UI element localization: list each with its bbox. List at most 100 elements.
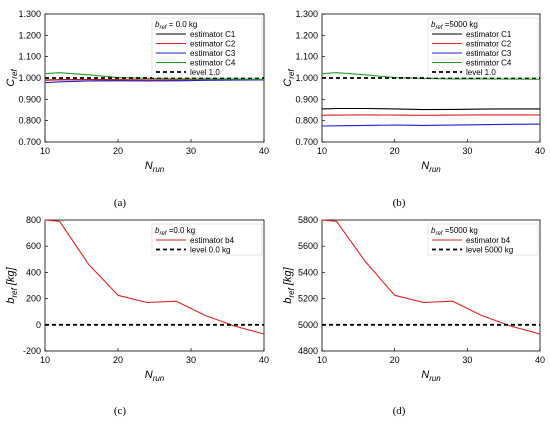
y-tick-label: 0 <box>36 320 41 330</box>
y-tick-label: 0.800 <box>18 116 41 126</box>
y-axis-label-sub: ref <box>10 69 19 79</box>
legend-entry: level 1.0 <box>466 68 496 77</box>
y-tick-label: 0.800 <box>295 116 318 126</box>
y-axis-label-sub: ref <box>287 287 296 297</box>
legend-title-main: b <box>431 226 436 235</box>
x-axis-label: Nrun <box>421 369 441 383</box>
legend-entry: estimator C1 <box>190 30 236 39</box>
x-tick-label: 20 <box>390 146 400 156</box>
x-tick-label: 30 <box>462 355 472 365</box>
legend-title-value: =0.0 kg <box>166 226 195 235</box>
y-tick-label: 0.700 <box>295 137 318 147</box>
y-tick-label: 1.100 <box>18 52 41 62</box>
panel-caption: (a) <box>114 197 127 209</box>
legend-entry: level 1.0 <box>190 68 220 77</box>
x-axis-label: Nrun <box>421 160 441 174</box>
x-axis-label-sub: run <box>429 374 441 383</box>
x-tick-label: 30 <box>186 146 196 156</box>
y-tick-label: -200 <box>23 346 41 356</box>
legend-entry: estimator C2 <box>466 40 512 49</box>
y-tick-label: 1.300 <box>18 9 41 19</box>
series-line-estimator-c3 <box>44 79 265 84</box>
x-axis-label-main: N <box>421 369 429 381</box>
y-axis-label-unit: [kg] <box>5 266 17 288</box>
y-tick-label: 600 <box>26 241 41 251</box>
legend-entry: estimator C3 <box>466 49 512 58</box>
legend-title-value: = 0.0 kg <box>166 20 197 29</box>
legend-title-sub: ref <box>435 25 443 31</box>
y-tick-label: 5600 <box>298 241 318 251</box>
x-tick-label: 10 <box>40 355 50 365</box>
y-axis-label-main: b <box>5 298 17 304</box>
y-axis-label: Cref <box>282 69 296 87</box>
y-tick-label: 1.000 <box>18 73 41 83</box>
legend-title-sub: ref <box>435 231 443 237</box>
y-tick-label: 200 <box>26 294 41 304</box>
series-line-estimator-b4 <box>321 219 541 335</box>
legend-box <box>427 17 539 78</box>
y-axis-label-main: C <box>5 79 17 87</box>
x-axis-label: Nrun <box>145 369 165 383</box>
x-tick-label: 20 <box>390 355 400 365</box>
y-tick-label: 400 <box>26 267 41 277</box>
plot-frame <box>321 219 541 352</box>
legend-title-main: b <box>155 226 160 235</box>
y-tick-label: 800 <box>26 215 41 225</box>
legend-entry: level 5000 kg <box>466 246 513 255</box>
legend-entry: estimator C3 <box>190 49 236 58</box>
y-axis-label-unit: [kg] <box>282 266 294 288</box>
y-tick-label: 5000 <box>298 320 318 330</box>
x-tick-label: 40 <box>259 146 269 156</box>
y-axis-label-main: C <box>282 79 294 87</box>
legend-title-main: b <box>155 20 160 29</box>
y-axis-label-sub: ref <box>287 69 296 79</box>
plot-frame <box>44 219 265 352</box>
y-axis-label: bref [kg] <box>282 266 296 303</box>
x-axis-label-main: N <box>145 160 153 172</box>
panel-caption: (c) <box>114 405 127 417</box>
x-tick-label: 30 <box>186 355 196 365</box>
series-line-estimator-c3 <box>321 123 541 127</box>
legend-title: bref =0.0 kg <box>155 226 195 237</box>
x-tick-label: 40 <box>535 355 545 365</box>
y-tick-label: 1.200 <box>18 30 41 40</box>
y-axis-label: bref [kg] <box>5 266 19 303</box>
y-tick-label: 1.300 <box>295 9 318 19</box>
y-tick-label: 5200 <box>298 294 318 304</box>
x-tick-label: 10 <box>40 146 50 156</box>
legend-entry: estimator b4 <box>190 236 235 245</box>
legend-title-sub: ref <box>159 25 167 31</box>
series-line-estimator-c4 <box>44 72 265 80</box>
legend-box <box>151 17 263 78</box>
y-tick-label: 1.200 <box>295 30 318 40</box>
y-tick-label: 0.900 <box>18 94 41 104</box>
legend-title: bref = 0.0 kg <box>155 20 197 31</box>
y-tick-label: 0.900 <box>295 94 318 104</box>
y-tick-label: 4800 <box>298 346 318 356</box>
x-axis-label-main: N <box>145 369 153 381</box>
series-line-estimator-b4 <box>44 219 265 335</box>
legend-title-sub: ref <box>159 231 167 237</box>
x-axis-label-sub: run <box>429 165 441 174</box>
x-tick-label: 10 <box>317 146 327 156</box>
x-axis-label-sub: run <box>153 374 165 383</box>
legend-entry: estimator b4 <box>466 236 511 245</box>
legend-title-value: =5000 kg <box>442 20 477 29</box>
panel-caption: (b) <box>393 197 406 209</box>
y-tick-label: 1.100 <box>295 52 318 62</box>
legend-title-value: =5000 kg <box>442 226 477 235</box>
y-tick-label: 0.700 <box>18 137 41 147</box>
chart-panel-b: 0.700 0.800 0.900 1.000 1.100 1.200 1.300 10 20 3… <box>282 9 545 209</box>
y-tick-label: 5800 <box>298 215 318 225</box>
series-line-estimator-c1 <box>321 107 540 111</box>
legend-title: bref =5000 kg <box>431 226 478 237</box>
y-tick-label: 1.000 <box>295 73 318 83</box>
x-tick-label: 30 <box>462 146 472 156</box>
legend-entry: estimator C2 <box>190 40 236 49</box>
x-tick-label: 40 <box>259 355 269 365</box>
x-axis-label: Nrun <box>145 160 165 174</box>
legend-entry: estimator C1 <box>466 30 512 39</box>
